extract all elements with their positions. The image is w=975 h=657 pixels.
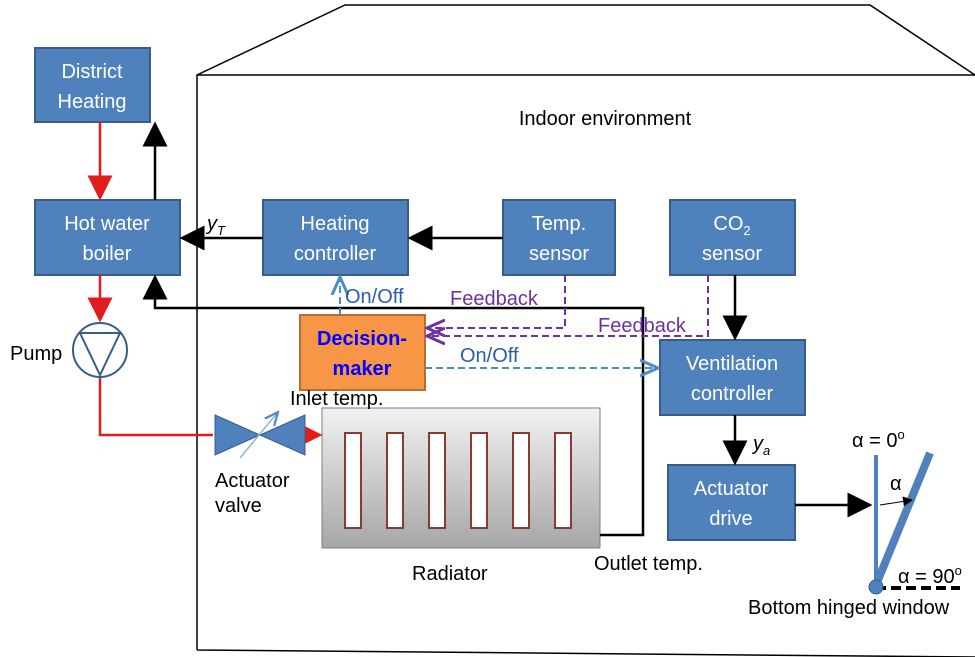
- node-label: Decision-: [317, 328, 407, 350]
- node-label: District: [61, 61, 123, 83]
- label: Pump: [10, 343, 62, 365]
- ventilation-controller: Ventilation controller: [659, 339, 806, 416]
- node-label: drive: [709, 508, 752, 530]
- water-lines: [87, 122, 323, 448]
- signal-label: Feedback: [450, 288, 539, 310]
- subscript: a: [763, 443, 770, 458]
- signal-lines: [142, 121, 873, 537]
- subscript: T: [217, 223, 226, 238]
- label: valve: [215, 495, 262, 517]
- text: y: [751, 433, 764, 455]
- node-label: controller: [294, 243, 377, 265]
- node-label: CO2: [713, 213, 750, 238]
- angle-label: α: [890, 473, 902, 495]
- text: α = 90: [898, 566, 955, 588]
- signal-label: On/Off: [345, 286, 404, 308]
- text: α = 0: [852, 430, 897, 452]
- radiator: [321, 407, 601, 549]
- environment-title: Indoor environment: [519, 108, 692, 130]
- label: Outlet temp.: [594, 553, 703, 575]
- y-t-label: yT: [205, 213, 226, 238]
- house-outline: [196, 4, 975, 657]
- node-label: Ventilation: [686, 353, 778, 375]
- node-label: maker: [333, 358, 392, 380]
- pump: [72, 322, 128, 378]
- signal-label: Feedback: [598, 315, 687, 337]
- node-label: Temp.: [532, 213, 586, 235]
- boiler: Hot water boiler: [34, 199, 181, 276]
- label: Inlet temp.: [290, 388, 383, 410]
- temp-sensor: Temp. sensor: [502, 199, 616, 276]
- node-label: Heating: [58, 91, 127, 113]
- decision-maker: Decision- maker: [299, 314, 426, 391]
- label: Radiator: [412, 563, 488, 585]
- heating-controller: Heating controller: [262, 199, 409, 276]
- angle-label: α = 90o: [898, 563, 962, 588]
- dashed-lines: [340, 275, 709, 368]
- label: Bottom hinged window: [748, 597, 950, 619]
- node-label: controller: [691, 383, 774, 405]
- superscript: o: [897, 427, 904, 442]
- signal-label: On/Off: [460, 345, 519, 367]
- node-label: sensor: [529, 243, 589, 265]
- actuator-drive: Actuator drive: [667, 464, 796, 541]
- node-label: boiler: [83, 243, 132, 265]
- text: CO: [713, 213, 743, 235]
- subscript: 2: [743, 223, 750, 238]
- text: y: [205, 213, 218, 235]
- window: [868, 451, 960, 595]
- co2-sensor: CO2 sensor: [669, 199, 796, 276]
- superscript: o: [955, 563, 962, 578]
- node-label: Hot water: [64, 213, 150, 235]
- node-label: Heating: [301, 213, 370, 235]
- y-a-label: ya: [751, 433, 770, 458]
- label: Actuator: [215, 470, 290, 492]
- actuator-valve-symbol: [214, 412, 306, 459]
- node-label: sensor: [702, 243, 762, 265]
- node-label: Actuator: [694, 478, 769, 500]
- district-heating: District Heating: [34, 47, 151, 123]
- angle-label: α = 0o: [852, 427, 905, 452]
